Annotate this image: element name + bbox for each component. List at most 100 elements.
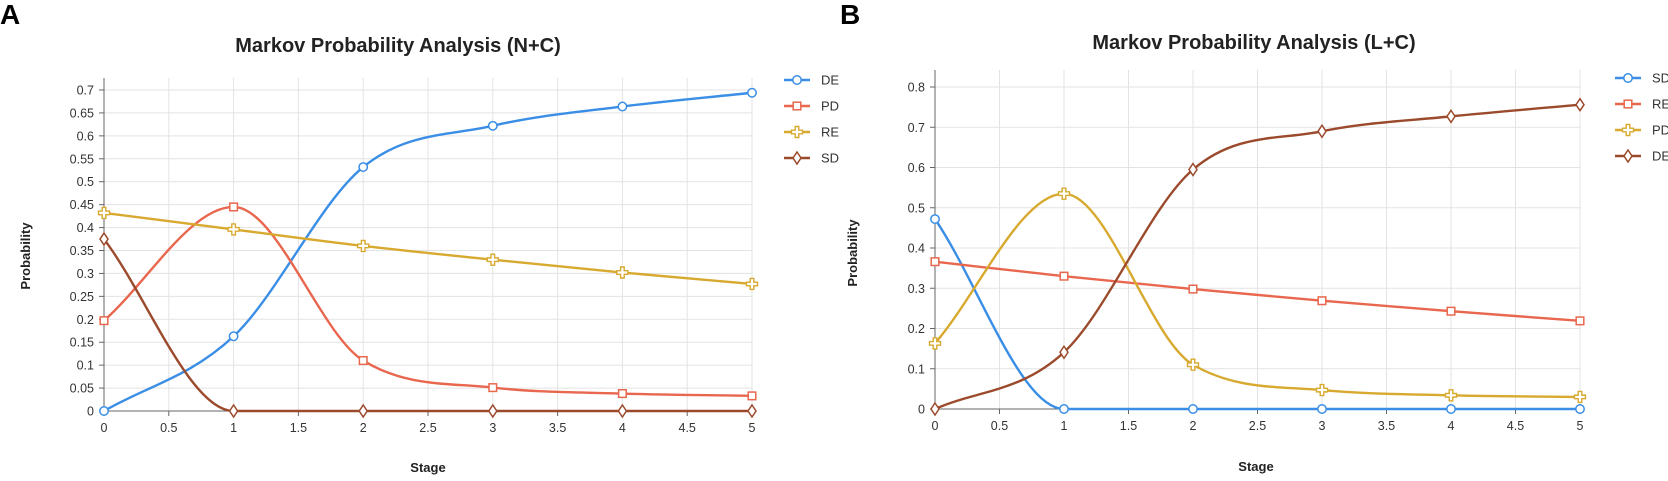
x-tick-label-b: 4 bbox=[1448, 419, 1455, 433]
legend-item-de-a: DE bbox=[784, 73, 839, 88]
y-tick-label-b: 0 bbox=[918, 403, 925, 417]
data-point-de-a bbox=[747, 87, 757, 98]
chart-title-b: Markov Probability Analysis (L+C) bbox=[1092, 32, 1415, 54]
x-tick-label-a: 2.5 bbox=[419, 421, 436, 435]
x-tick-label-b: 1 bbox=[1061, 419, 1068, 433]
data-point-de-b bbox=[1317, 123, 1327, 139]
legend-label-b: RE bbox=[1652, 97, 1668, 112]
data-point-de-b bbox=[1188, 162, 1198, 177]
grid-a bbox=[103, 78, 753, 411]
legend-item-pd-a: PD bbox=[784, 99, 839, 114]
x-axis-label-a: Stage bbox=[410, 460, 445, 475]
panel-letter-b: B bbox=[840, 0, 860, 30]
x-tick-label-b: 2.5 bbox=[1249, 419, 1266, 433]
data-point-de-a bbox=[487, 120, 498, 131]
data-point-sd-a bbox=[617, 403, 628, 419]
x-tick-label-a: 0 bbox=[101, 421, 108, 435]
y-tick-label-a: 0.1 bbox=[77, 359, 94, 373]
legend-b: SD RE PD DE bbox=[1615, 71, 1668, 164]
data-point-sd-a bbox=[358, 403, 369, 419]
data-point-pd-b bbox=[1444, 389, 1458, 402]
y-tick-label-a: 0.05 bbox=[70, 382, 94, 396]
data-point-re-b bbox=[1575, 316, 1585, 326]
x-tick-label-b: 0 bbox=[932, 419, 939, 433]
data-point-sd-a bbox=[228, 403, 239, 419]
legend-item-re-b: RE bbox=[1615, 97, 1668, 112]
series-sd-a bbox=[99, 231, 757, 419]
x-tick-label-a: 3.5 bbox=[549, 421, 566, 435]
data-point-sd-b bbox=[1317, 404, 1327, 414]
series-line-sd-a bbox=[103, 238, 752, 413]
y-tick-label-b: 0.4 bbox=[908, 242, 925, 256]
data-point-pd-a bbox=[99, 316, 109, 326]
x-tick-label-b: 5 bbox=[1577, 419, 1584, 433]
y-tick-label-a: 0.65 bbox=[70, 106, 94, 120]
data-point-pd-a bbox=[617, 389, 627, 399]
y-tick-label-a: 0.3 bbox=[77, 267, 94, 281]
data-point-re-b bbox=[1317, 296, 1327, 306]
data-point-de-a bbox=[99, 406, 109, 416]
data-point-sd-a bbox=[487, 403, 498, 419]
legend-item-re-a: RE bbox=[784, 125, 839, 140]
y-tick-label-a: 0.55 bbox=[70, 152, 94, 166]
x-ticks-a: 0 0.5 1 1.5 2 2.5 3 3.5 4 4.5 5 bbox=[101, 411, 756, 435]
data-point-re-a bbox=[97, 206, 111, 220]
legend-marker-b bbox=[1623, 148, 1633, 164]
x-tick-label-b: 0.5 bbox=[991, 419, 1008, 433]
data-point-sd-b bbox=[1188, 404, 1198, 414]
data-point-sd-b bbox=[1446, 404, 1456, 414]
x-tick-label-a: 4 bbox=[619, 421, 626, 435]
y-tick-label-a: 0.4 bbox=[77, 221, 94, 235]
x-tick-label-a: 1 bbox=[230, 421, 237, 435]
legend-label-a: SD bbox=[821, 151, 839, 166]
data-point-pd-b bbox=[1057, 187, 1071, 200]
series-re-b bbox=[930, 257, 1585, 326]
chart-panel-a: A Markov Probability Analysis (N+C) 0 0.0… bbox=[0, 0, 839, 475]
data-point-re-a bbox=[486, 253, 499, 266]
legend-item-sd-a: SD bbox=[784, 151, 839, 166]
y-tick-label-a: 0.7 bbox=[77, 84, 94, 98]
data-point-sd-a bbox=[99, 231, 109, 247]
data-point-pd-a bbox=[358, 356, 368, 366]
legend-a: DE PD RE SD bbox=[784, 73, 839, 166]
x-tick-label-a: 5 bbox=[749, 421, 756, 435]
series-line-sd-b bbox=[934, 218, 1580, 411]
y-ticks-b: 0 0.1 0.2 0.3 0.4 0.5 0.6 0.7 0.8 bbox=[908, 81, 935, 417]
x-tick-label-b: 1.5 bbox=[1120, 419, 1137, 433]
series-line-de-a bbox=[103, 91, 753, 413]
series-a bbox=[97, 87, 759, 419]
data-point-sd-b bbox=[930, 214, 940, 224]
data-point-de-a bbox=[617, 101, 628, 112]
grid-b bbox=[934, 70, 1581, 409]
x-tick-label-b: 3 bbox=[1319, 419, 1326, 433]
y-tick-label-a: 0.2 bbox=[77, 313, 94, 327]
x-ticks-b: 0 0.5 1 1.5 2 2.5 3 3.5 4 4.5 5 bbox=[932, 409, 1584, 433]
chart-title-a: Markov Probability Analysis (N+C) bbox=[235, 35, 560, 57]
legend-item-de-b: DE bbox=[1615, 149, 1668, 164]
data-point-re-b bbox=[1188, 284, 1198, 294]
chart-panel-b: B Markov Probability Analysis (L+C) 0 0.1… bbox=[840, 0, 1668, 474]
x-tick-label-a: 3 bbox=[489, 421, 496, 435]
y-tick-label-b: 0.8 bbox=[908, 81, 925, 95]
series-b bbox=[928, 97, 1587, 417]
series-line-re-a bbox=[103, 211, 753, 286]
data-point-re-a bbox=[227, 223, 240, 236]
data-point-sd-b bbox=[1575, 404, 1585, 414]
data-point-re-a bbox=[745, 277, 759, 291]
data-point-de-b bbox=[1059, 344, 1069, 360]
data-point-pd-b bbox=[1315, 383, 1329, 397]
legend-label-a: RE bbox=[821, 125, 839, 140]
data-point-re-b bbox=[1446, 306, 1456, 316]
x-tick-label-b: 4.5 bbox=[1507, 419, 1524, 433]
y-tick-label-a: 0.35 bbox=[70, 244, 94, 258]
data-point-de-b bbox=[1446, 109, 1456, 124]
legend-item-sd-b: SD bbox=[1615, 71, 1668, 86]
y-tick-label-b: 0.1 bbox=[908, 362, 925, 376]
series-re-a bbox=[97, 206, 759, 291]
y-tick-label-b: 0.3 bbox=[908, 282, 925, 296]
y-axis-label-b: Probability bbox=[845, 219, 860, 287]
legend-marker-b bbox=[1623, 99, 1633, 109]
y-tick-label-a: 0.45 bbox=[70, 198, 94, 212]
